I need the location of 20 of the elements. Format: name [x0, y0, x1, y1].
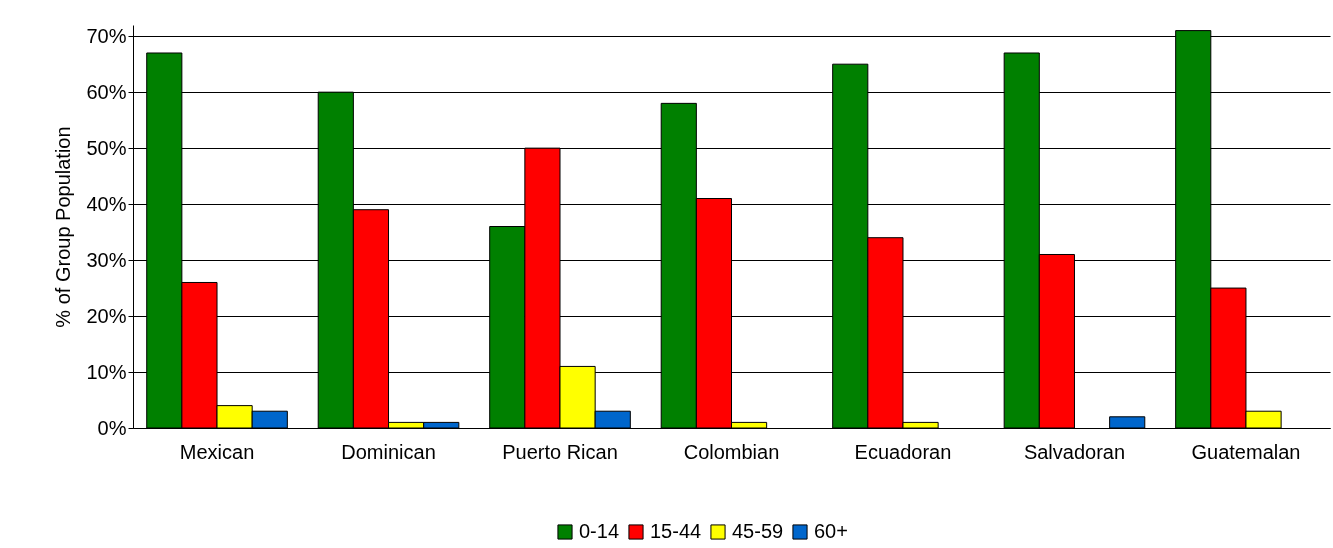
y-tick-label: 60% [86, 80, 127, 103]
legend-label: 0-14 [579, 520, 620, 542]
legend-label: 15-44 [650, 520, 702, 542]
legend-label: 60+ [814, 520, 848, 542]
y-axis-title: % of Group Population [52, 126, 75, 328]
y-tick-label: 10% [86, 360, 127, 383]
x-tick-label: Colombian [683, 440, 780, 463]
y-tick-label: 30% [86, 248, 127, 271]
y-tick-label: 40% [86, 192, 127, 215]
y-tick-label: 20% [86, 304, 127, 327]
y-tick-label: 70% [86, 24, 127, 47]
y-tick-label: 50% [86, 136, 127, 159]
legend-label: 45-59 [732, 520, 784, 542]
x-tick-label: Guatemalan [1191, 440, 1301, 463]
x-tick-label: Puerto Rican [502, 440, 618, 463]
y-tick-label: 0% [97, 416, 127, 439]
x-tick-label: Salvadoran [1023, 440, 1126, 463]
x-tick-label: Mexican [179, 440, 255, 463]
x-tick-label: Ecuadoran [854, 440, 952, 463]
x-tick-label: Dominican [341, 440, 436, 463]
